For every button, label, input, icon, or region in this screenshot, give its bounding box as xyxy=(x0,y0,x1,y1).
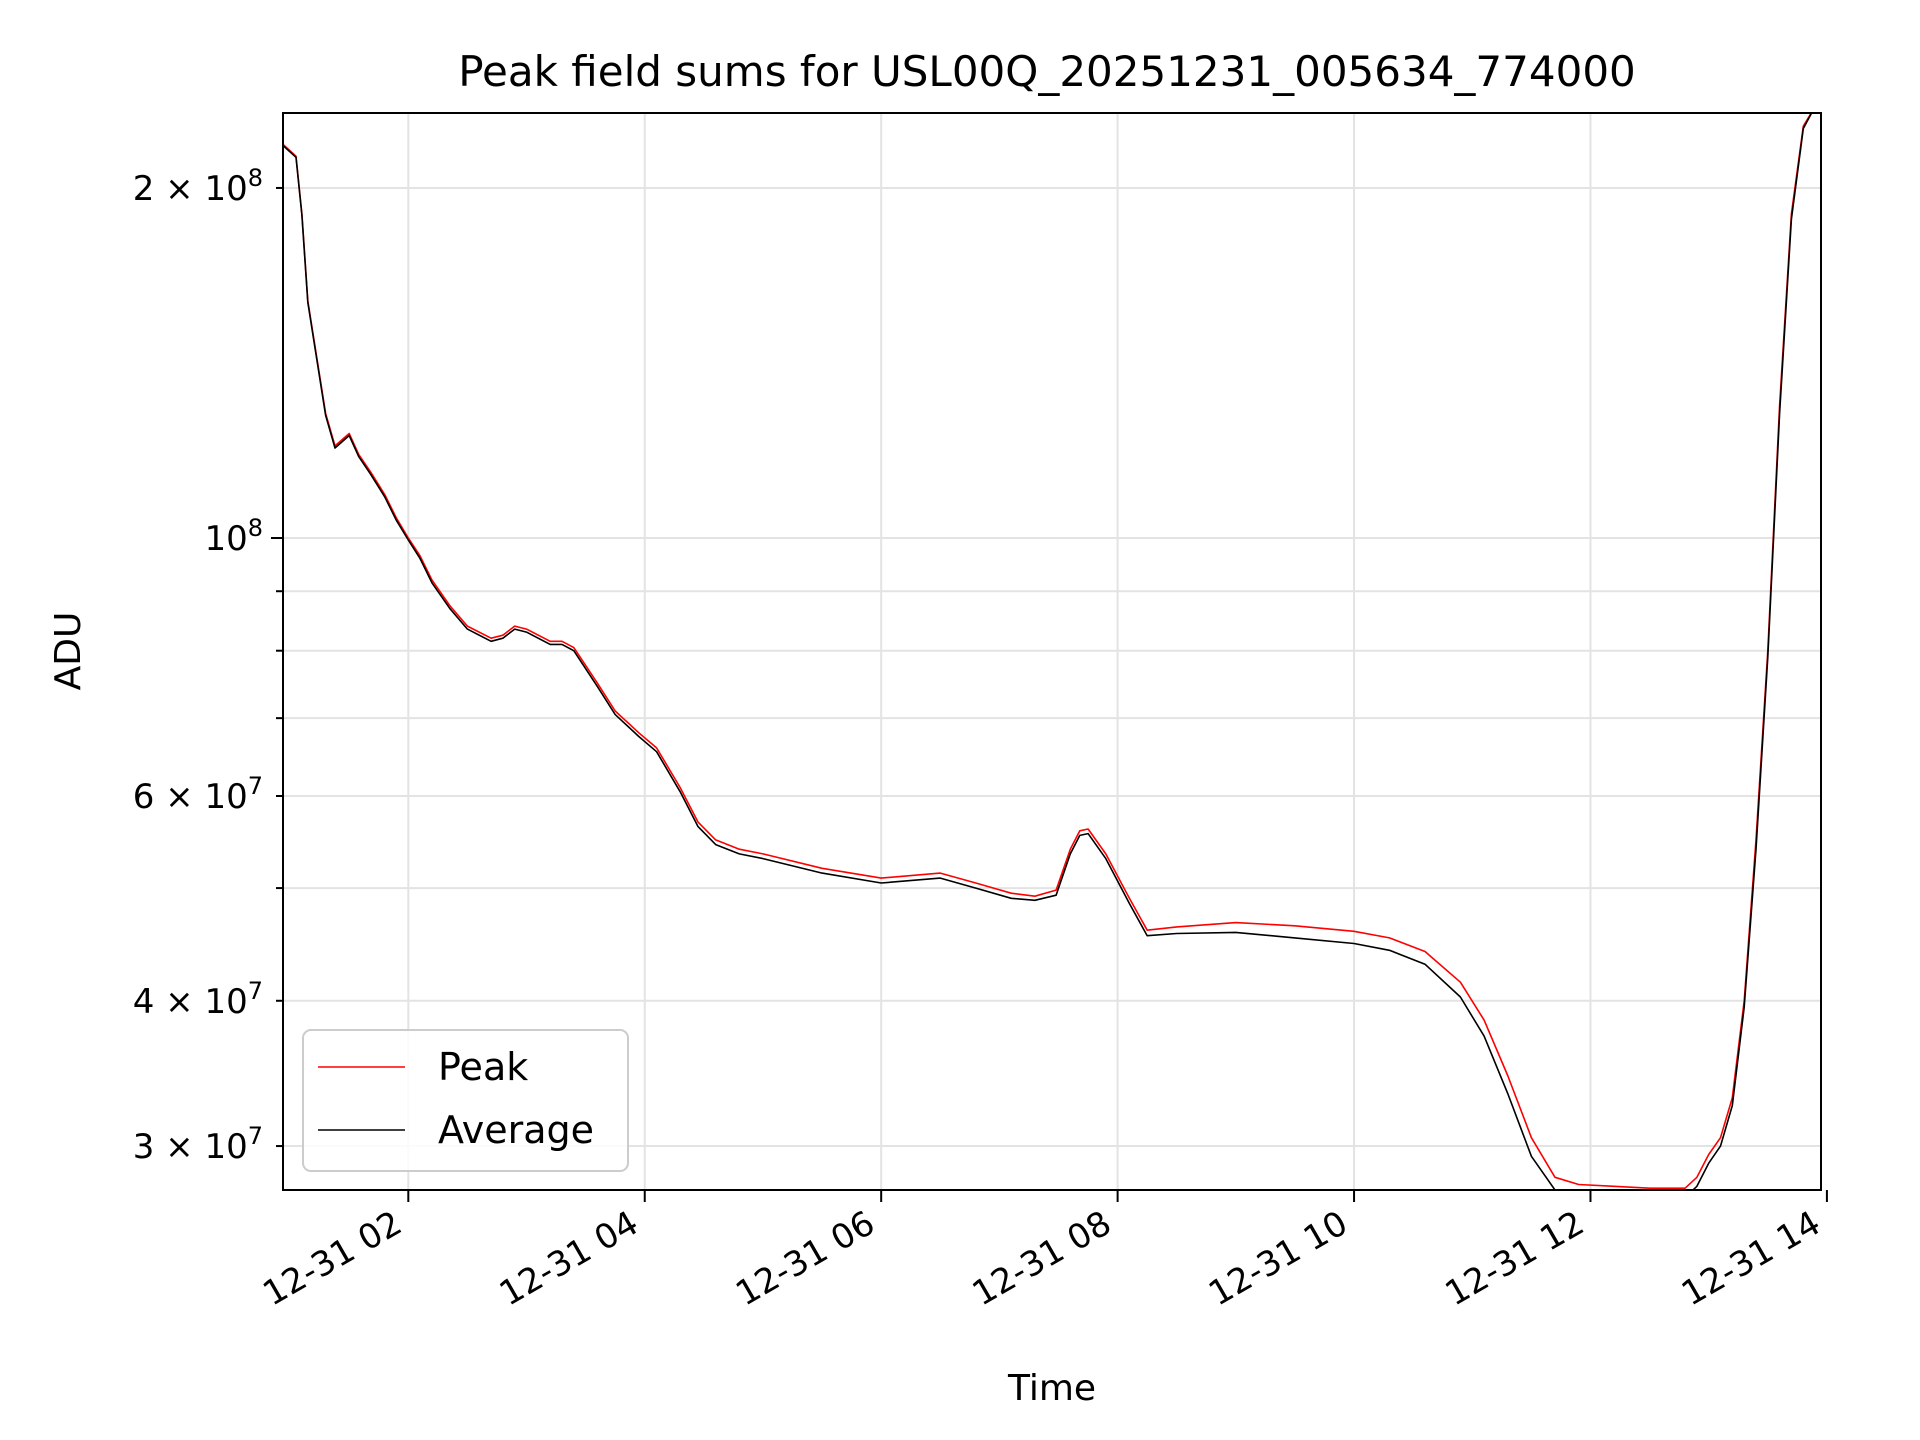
series-line-peak xyxy=(283,113,1813,1189)
y-tick-label: 6 × 107 xyxy=(133,772,263,817)
legend-average-label: Average xyxy=(438,1108,594,1152)
y-tick-exponent: 8 xyxy=(248,514,263,542)
chart-title: Peak field sums for USL00Q_20251231_0056… xyxy=(458,47,1636,96)
y-tick-label: 4 × 107 xyxy=(133,977,263,1022)
y-tick-label: 3 × 107 xyxy=(133,1122,263,1167)
y-tick-mantissa: 6 xyxy=(133,777,155,817)
series-line-average xyxy=(283,113,1813,1190)
y-tick-exponent: 8 xyxy=(248,164,263,192)
x-axis-title: Time xyxy=(1007,1368,1096,1409)
plot-frame xyxy=(282,112,1822,1191)
y-tick-label: 2 × 108 xyxy=(133,164,263,209)
y-tick-mantissa: 4 xyxy=(133,982,155,1022)
series-layer xyxy=(283,113,1813,1190)
legend-peak-label: Peak xyxy=(438,1045,528,1089)
grid-layer xyxy=(283,113,1821,1190)
y-tick-mantissa: 3 xyxy=(133,1127,155,1167)
y-tick-label: 108 xyxy=(204,514,263,559)
y-tick-exponent: 7 xyxy=(248,977,263,1005)
y-tick-mantissa: 2 xyxy=(133,169,155,209)
y-tick-exponent: 7 xyxy=(248,772,263,800)
y-tick-exponent: 7 xyxy=(248,1122,263,1150)
legend: Peak Average xyxy=(302,1029,629,1172)
y-axis-title: ADU xyxy=(48,612,89,691)
legend-box xyxy=(302,1029,629,1172)
